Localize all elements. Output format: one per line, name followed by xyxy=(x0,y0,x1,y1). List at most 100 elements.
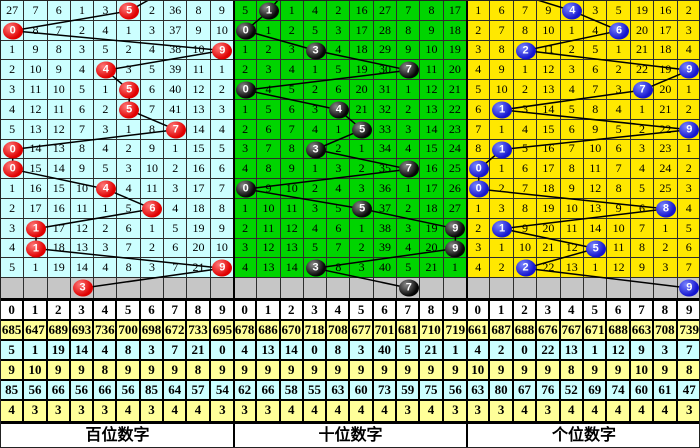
grid-cell: 5 xyxy=(303,20,328,41)
summary-cell: 4 xyxy=(117,401,141,421)
grid-cell: 25 xyxy=(443,159,467,180)
grid-cell: 2 xyxy=(327,1,351,21)
summary-cell: 739 xyxy=(679,322,700,337)
summary-cell: 73 xyxy=(374,381,398,399)
grid-cell: 21 xyxy=(420,258,444,279)
summary-cell: 10 xyxy=(24,361,48,379)
next-draw-cell xyxy=(117,278,141,298)
grid-cell: 2 xyxy=(140,1,165,21)
summary-cell: 681 xyxy=(397,321,421,339)
summary-cell: 3 xyxy=(350,341,374,359)
grid-cell: 22 xyxy=(443,99,467,120)
drawn-number-ball: 9 xyxy=(679,279,699,297)
grid-cell: 21 xyxy=(630,40,655,61)
summary-cell: 3 xyxy=(48,401,71,421)
summary-cell: 59 xyxy=(397,381,421,399)
digit-header-cell: 6 xyxy=(374,301,398,319)
grid-cell: 3 xyxy=(303,99,328,120)
grid-cell: 7 xyxy=(47,20,71,41)
panel-title-hundreds: 百位数字 xyxy=(1,424,234,447)
grid-cell: 7 xyxy=(24,1,48,21)
grid-cell: 9 xyxy=(607,198,631,219)
digit-header-cell: 2 xyxy=(281,301,304,319)
grid-cell: 1 xyxy=(350,139,374,160)
grid-cell: 1 xyxy=(490,119,514,140)
grid-cell: 3 xyxy=(117,60,141,81)
summary-cell: 60 xyxy=(631,381,655,399)
summary-cell: 695 xyxy=(212,322,233,337)
next-draw-cell xyxy=(654,278,678,298)
grid-cell: 20 xyxy=(654,80,678,100)
grid-cell: 2 xyxy=(257,40,281,61)
grid-cell: 24 xyxy=(443,139,467,160)
grid-cell: 6 xyxy=(47,1,71,21)
grid-cell: 8 xyxy=(257,159,281,180)
grid-cell: 3 xyxy=(327,20,351,41)
next-draw-cell xyxy=(327,278,351,298)
grid-cell: 4 xyxy=(117,179,141,199)
summary-cell: 52 xyxy=(561,381,584,399)
grid-cell: 7 xyxy=(117,238,141,259)
grid-cell: 1 xyxy=(560,20,584,41)
next-draw-cell xyxy=(560,278,584,298)
grid-cell: 11 xyxy=(187,60,211,81)
grid-cell: 1 xyxy=(654,218,678,239)
grid-cell: 40 xyxy=(164,80,188,100)
digit-header-cell: 3 xyxy=(71,301,95,319)
summary-cell: 9 xyxy=(117,361,141,379)
grid-cell: 13 xyxy=(280,238,304,259)
next-draw-cell xyxy=(467,278,491,298)
summary-cell: 9 xyxy=(304,361,328,379)
grid-cell: 23 xyxy=(654,139,678,160)
summary-row: 685 647 689 693 736 700 698 672 733 695 xyxy=(1,321,234,341)
grid-cell: 14 xyxy=(537,99,561,120)
drawn-number-ball: 5 xyxy=(352,200,373,218)
grid-cell: 3 xyxy=(583,1,608,21)
grid-cell: 4 xyxy=(70,60,95,81)
grid-cell: 6 xyxy=(560,119,584,140)
drawn-number-ball: 1 xyxy=(492,141,513,158)
grid-cell: 10 xyxy=(187,40,211,61)
grid-cell: 7 xyxy=(140,99,165,120)
grid-cell: 3 xyxy=(350,179,374,199)
grid-summary-divider xyxy=(1,298,699,301)
grid-cell: 24 xyxy=(654,159,678,180)
grid-cell: 1 xyxy=(630,99,655,120)
digit-header-cell: 9 xyxy=(219,302,226,317)
grid-cell: 10 xyxy=(583,139,608,160)
summary-cell: 4 xyxy=(350,401,374,421)
summary-cell: 47 xyxy=(682,382,696,397)
grid-cell: 2 xyxy=(654,238,678,259)
grid-cell: 10 xyxy=(560,198,584,219)
summary-cell: 9 xyxy=(141,361,165,379)
summary-cell: 4 xyxy=(607,401,631,421)
grid-cell: 21 xyxy=(187,258,211,279)
grid-cell: 13 xyxy=(537,80,561,100)
grid-cell: 1 xyxy=(513,60,538,81)
grid-cell: 4 xyxy=(164,198,188,219)
summary-cell: 8 xyxy=(117,341,141,359)
grid-cell: 11 xyxy=(257,218,281,239)
grid-cell: 5 xyxy=(280,80,304,100)
grid-cell: 2 xyxy=(303,179,328,199)
grid-cell: 19 xyxy=(630,1,655,21)
next-draw-cell xyxy=(210,278,234,298)
drawn-number-ball: 1 xyxy=(258,2,279,20)
summary-cell: 62 xyxy=(234,381,258,399)
drawn-number-ball: 4 xyxy=(95,180,116,198)
grid-cell: 15 xyxy=(420,139,444,160)
summary-cell: 9 xyxy=(1,361,25,379)
grid-cell: 3 xyxy=(327,159,351,180)
grid-cell: 4 xyxy=(257,80,281,100)
summary-cell: 4 xyxy=(94,341,118,359)
grid-cell: 7 xyxy=(257,139,281,160)
grid-cell: 9 xyxy=(583,119,608,140)
grid-cell: 6 xyxy=(280,99,304,120)
grid-cell: 6 xyxy=(513,159,538,180)
grid-cell: 1 xyxy=(443,258,467,279)
grid-cell: 19 xyxy=(47,258,71,279)
grid-cell: 1 xyxy=(327,119,351,140)
grid-cell: 1 xyxy=(257,20,281,41)
grid-cell: 11 xyxy=(140,179,165,199)
